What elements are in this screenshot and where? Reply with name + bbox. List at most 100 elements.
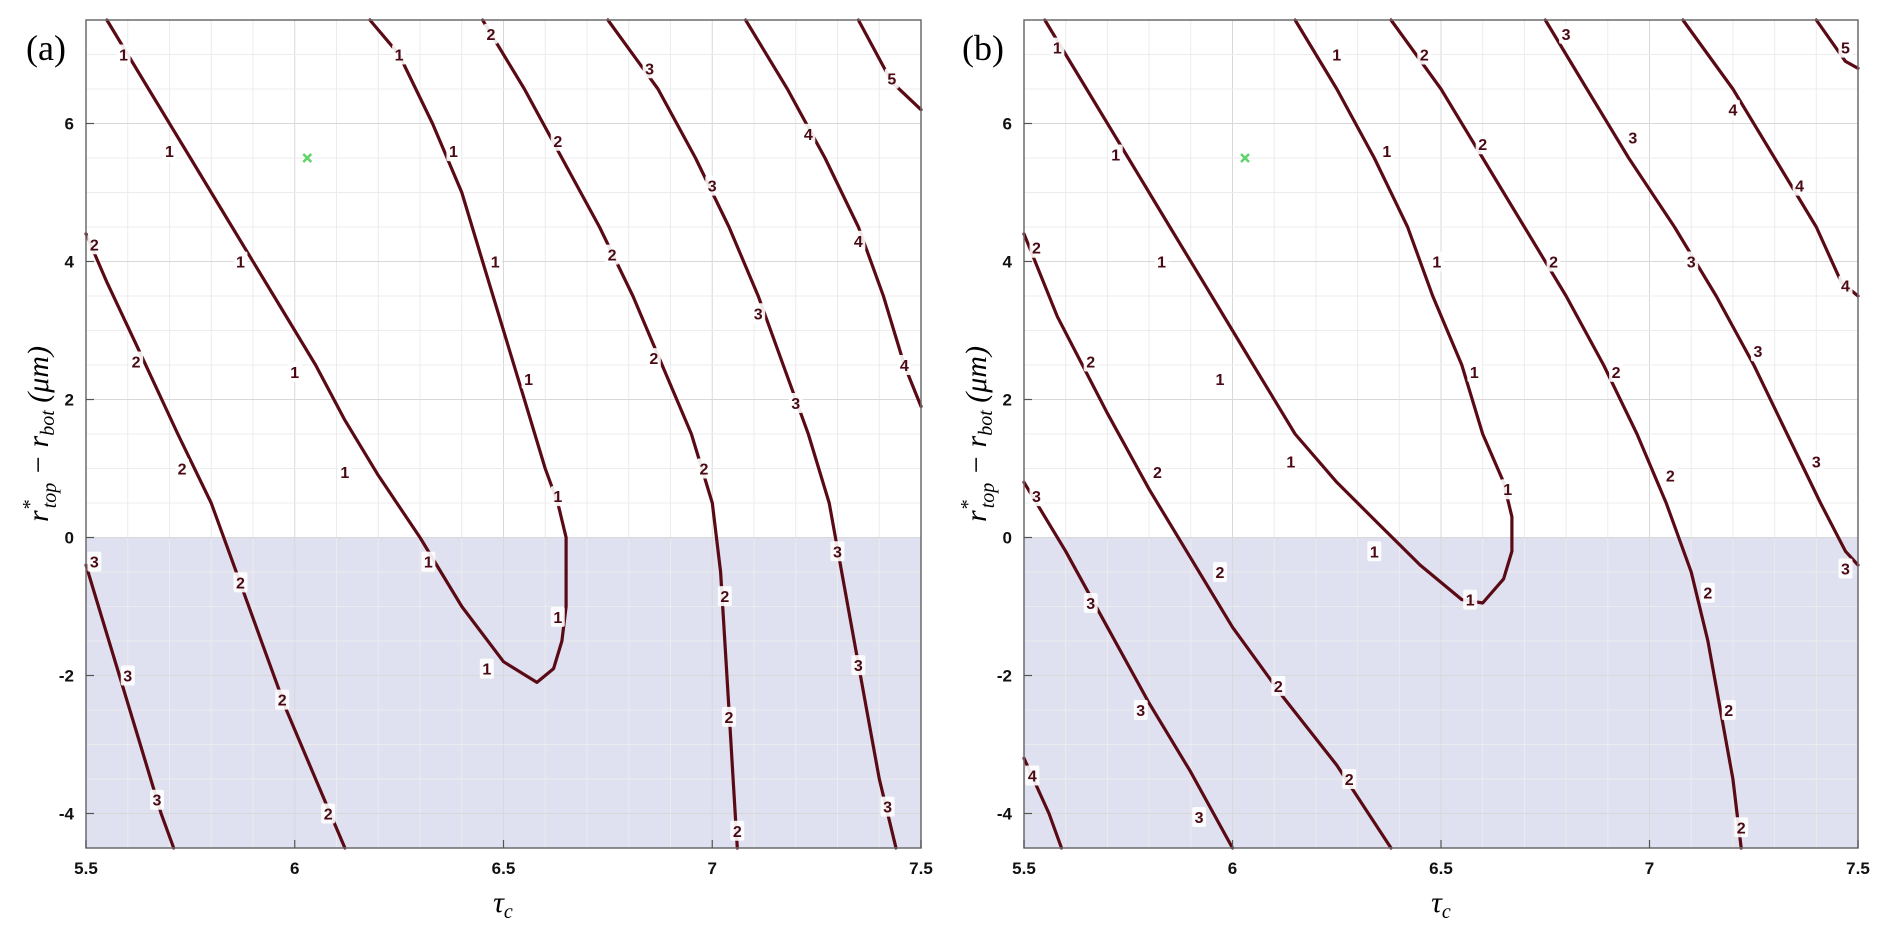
contour-label-bg (730, 820, 745, 841)
contour-label-bg (1700, 582, 1715, 603)
grid (1023, 19, 1859, 849)
y-axis-label: r*top − rbot (μm) (957, 346, 999, 522)
y-tick-label: 2 (1003, 391, 1012, 410)
contour-line-level-3 (1543, 18, 1860, 567)
contour-label: 2 (324, 807, 333, 824)
contour-label: 4 (1841, 279, 1850, 296)
contour-label: 2 (1703, 586, 1712, 603)
svg-text:r*top − rbot (μm): r*top − rbot (μm) (19, 346, 61, 522)
contour-label-bg (116, 44, 131, 65)
contour-label: 1 (482, 662, 491, 679)
contour-label-bg (1154, 251, 1169, 272)
y-tick-label: -2 (59, 667, 74, 686)
y-tick-label: 6 (65, 115, 74, 134)
contour-label: 3 (645, 61, 654, 78)
contour-label-bg (1838, 37, 1853, 58)
contour-label: 1 (1157, 255, 1166, 272)
contour-label-bg (1663, 465, 1678, 486)
contour-line-level-5 (1814, 18, 1860, 70)
x-axis-label: τc (1431, 886, 1451, 923)
contour-label-bg (1212, 368, 1227, 389)
contour-label-bg (897, 355, 912, 375)
contour-label: 1 (1470, 365, 1479, 382)
contour-label-bg (801, 123, 816, 144)
contour-label-bg (421, 551, 436, 572)
contour-label: 1 (395, 48, 404, 65)
contour-label: 1 (1466, 593, 1475, 610)
contour-label: 1 (1382, 144, 1391, 161)
contour-label-bg (550, 606, 565, 627)
contour-label: 1 (340, 465, 349, 482)
contour-label: 3 (1628, 130, 1637, 147)
contour-label-bg (521, 368, 536, 389)
contour-label: 2 (553, 134, 562, 151)
contour-label-bg (1721, 700, 1736, 720)
x-tick-label: 7.5 (1846, 859, 1870, 878)
contour-label-bg (337, 461, 352, 482)
contour-label-bg (751, 303, 766, 324)
x-tick-label: 7 (1645, 859, 1654, 878)
contour-label-bg (642, 58, 657, 79)
contour-label: 4 (1028, 769, 1037, 786)
contour-label: 3 (1195, 810, 1204, 827)
contour-label-bg (1734, 817, 1749, 838)
contour-label: 2 (1345, 772, 1354, 789)
contour-label: 2 (278, 693, 287, 710)
y-tick-label: -4 (59, 805, 75, 824)
contour-label-bg (1750, 341, 1765, 362)
contour-label: 3 (1812, 455, 1821, 472)
contour-label-bg (87, 551, 102, 572)
x-tick-label: 6.5 (492, 859, 516, 878)
contour-label: 4 (854, 234, 863, 251)
y-tick-label: -4 (997, 805, 1013, 824)
contour-label: 2 (724, 710, 733, 727)
x-tick-label: 7.5 (909, 859, 933, 878)
contour-label-bg (1150, 461, 1165, 482)
contour-label: 3 (1753, 344, 1762, 361)
contour-label: 2 (1666, 468, 1675, 485)
contour-label-bg (1467, 361, 1482, 382)
x-tick-label: 5.5 (1012, 859, 1036, 878)
contour-label-bg (1500, 479, 1515, 500)
y-axis-label: r*top − rbot (μm) (19, 346, 61, 522)
contour-label-bg (646, 348, 661, 369)
contour-label-bg (1083, 351, 1098, 372)
contour-label-bg (392, 44, 407, 65)
contour-label: 3 (791, 396, 800, 413)
y-tick-label: 0 (1003, 529, 1012, 548)
contour-label: 1 (1432, 255, 1441, 272)
contour-label: 1 (491, 255, 500, 272)
contour-label: 4 (900, 358, 909, 375)
marker (1240, 153, 1250, 163)
contour-line-level-3 (1022, 480, 1235, 850)
marker-x (302, 153, 313, 163)
contour-label: 3 (1032, 489, 1041, 506)
contour-label-bg (721, 706, 736, 727)
contour-label: 1 (1053, 41, 1062, 58)
contour-label: 2 (1549, 255, 1558, 272)
contour-label-bg (880, 796, 895, 817)
contour-label: 3 (123, 669, 132, 686)
contour-label: 3 (1687, 255, 1696, 272)
contour-line-level-3 (606, 18, 898, 850)
contour-label: 2 (1153, 465, 1162, 482)
contour-label-bg (162, 141, 177, 162)
contour-label: 1 (165, 144, 174, 161)
contour-label: 2 (1612, 365, 1621, 382)
contour-label-bg (446, 141, 461, 162)
contour-label-bg (129, 351, 144, 372)
x-tick-label: 6 (290, 859, 299, 878)
contour-label-bg (1838, 275, 1853, 296)
contour-label: 1 (119, 48, 128, 65)
contour-label: 2 (1216, 565, 1225, 582)
contour-label: 3 (754, 306, 763, 323)
contour-label: 2 (1032, 241, 1041, 258)
contour-label-bg (884, 68, 899, 89)
contour-label-bg (705, 175, 720, 196)
contour-label: 2 (699, 462, 708, 479)
contour-label: 2 (1420, 48, 1429, 65)
contour-label-bg (483, 23, 498, 44)
